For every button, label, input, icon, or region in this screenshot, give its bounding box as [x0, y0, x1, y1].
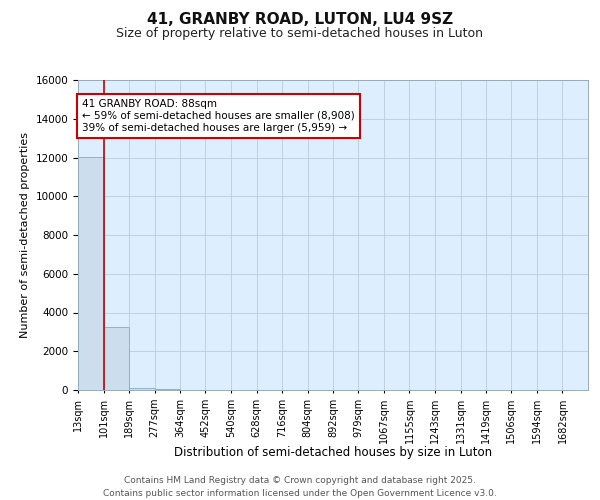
Text: 41, GRANBY ROAD, LUTON, LU4 9SZ: 41, GRANBY ROAD, LUTON, LU4 9SZ: [147, 12, 453, 28]
Bar: [104, 327, 129, 390]
Bar: [155, 389, 180, 390]
Text: 41 GRANBY ROAD: 88sqm
← 59% of semi-detached houses are smaller (8,908)
39% of s: 41 GRANBY ROAD: 88sqm ← 59% of semi-deta…: [82, 100, 355, 132]
Bar: [78, 156, 104, 390]
Bar: [129, 388, 155, 390]
X-axis label: Distribution of semi-detached houses by size in Luton: Distribution of semi-detached houses by …: [174, 446, 492, 459]
Text: Size of property relative to semi-detached houses in Luton: Size of property relative to semi-detach…: [116, 28, 484, 40]
Y-axis label: Number of semi-detached properties: Number of semi-detached properties: [20, 132, 30, 338]
Text: Contains HM Land Registry data © Crown copyright and database right 2025.
Contai: Contains HM Land Registry data © Crown c…: [103, 476, 497, 498]
